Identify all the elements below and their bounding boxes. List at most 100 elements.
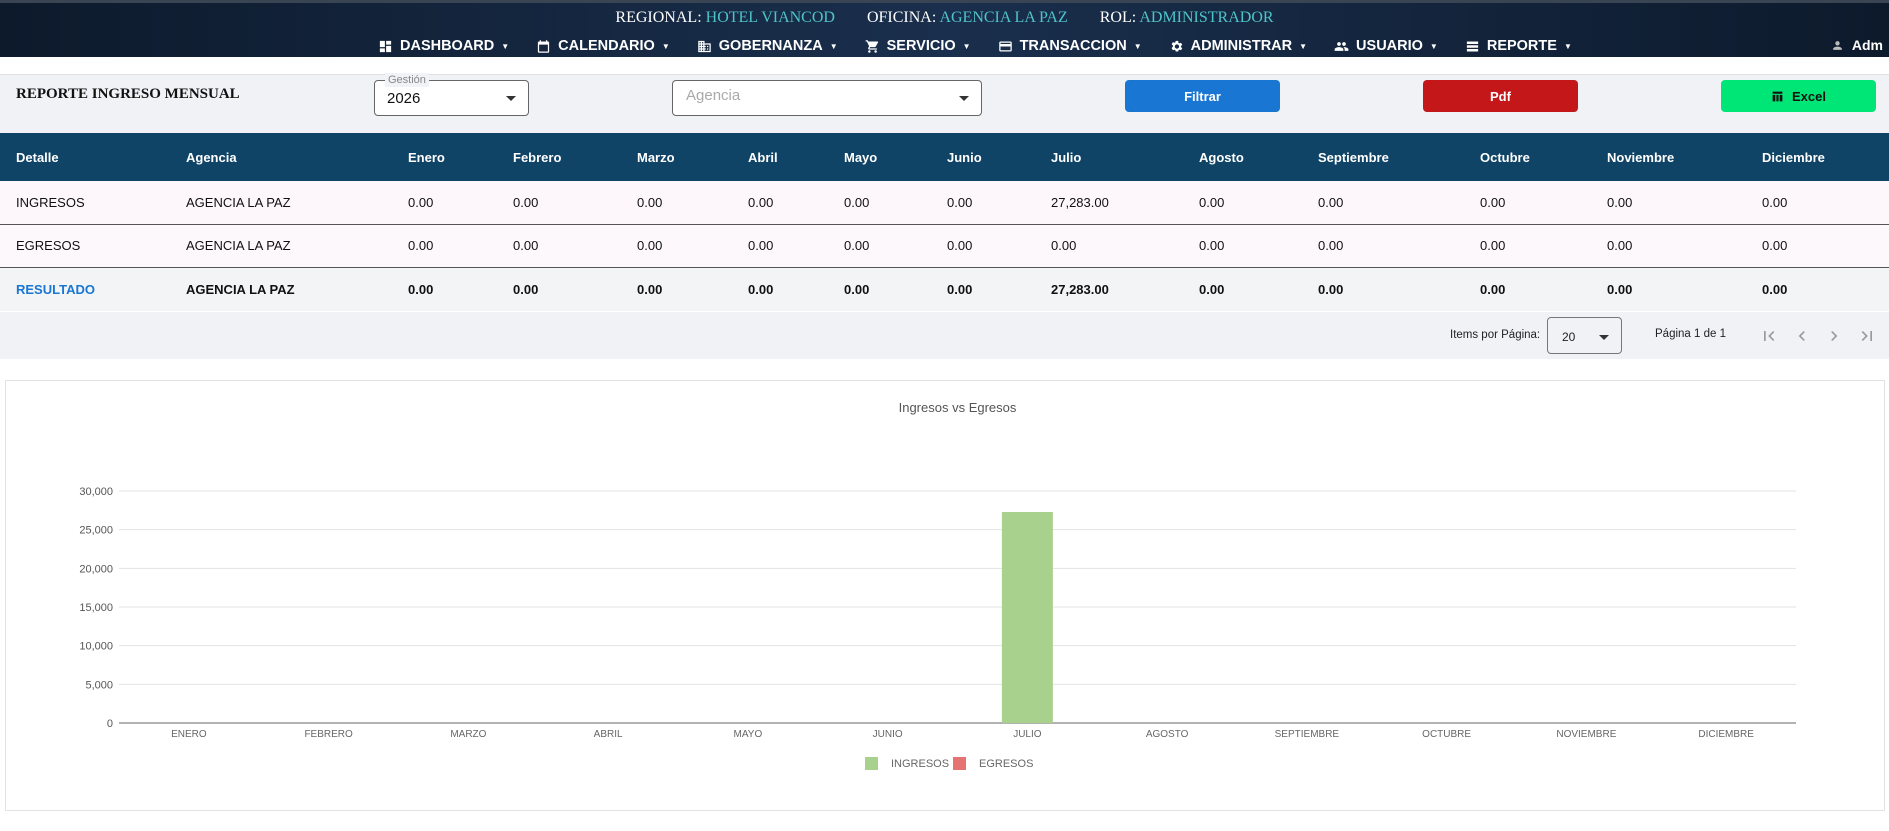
first-page-button[interactable] xyxy=(1759,326,1779,346)
nav-transaccion[interactable]: TRANSACCION ▼ xyxy=(998,38,1142,54)
user-menu[interactable]: Adm xyxy=(1831,37,1883,53)
building-icon xyxy=(698,40,711,52)
table-cell: 0.00 xyxy=(1199,281,1225,297)
table-cell: EGRESOS xyxy=(16,238,81,253)
column-header: Abril xyxy=(748,149,778,165)
table-cell: 0.00 xyxy=(748,238,774,253)
column-header: Septiembre xyxy=(1318,149,1389,165)
regional-info: REGIONAL: HOTEL VIANCOD xyxy=(615,9,835,26)
column-header: Marzo xyxy=(637,149,675,165)
table-cell: RESULTADO xyxy=(16,281,95,297)
column-header: Diciembre xyxy=(1762,149,1825,165)
chevron-down-icon: ▼ xyxy=(1429,41,1438,51)
chart-panel: Ingresos vs Egresos 0 5,000 10,000 15,000 20,… xyxy=(5,380,1885,811)
table-cell: 0.00 xyxy=(408,194,434,210)
table-cell: 0.00 xyxy=(1480,194,1506,210)
session-info: REGIONAL: HOTEL VIANCOD OFICINA: AGENCIA… xyxy=(0,9,1889,27)
x-tick-label: JUNIO xyxy=(873,729,903,740)
gear-icon xyxy=(1171,40,1182,51)
gestion-select[interactable]: Gestión 2026 xyxy=(374,73,529,116)
table-cell: 0.00 xyxy=(1762,194,1788,210)
cart-icon xyxy=(865,39,878,53)
paginator: Items por Página: 20 Página 1 de 1 xyxy=(0,312,1889,359)
calendar-icon xyxy=(538,39,550,53)
table-cell: 0.00 xyxy=(637,281,663,297)
agencia-select[interactable]: Agencia xyxy=(672,80,982,116)
table-cell: 0.00 xyxy=(748,194,774,210)
table-cell: 0.00 xyxy=(1199,238,1225,253)
table-cell: AGENCIA LA PAZ xyxy=(186,281,295,297)
column-header: Junio xyxy=(947,149,982,165)
dropdown-arrow-icon xyxy=(959,96,969,101)
nav-reporte[interactable]: REPORTE ▼ xyxy=(1465,38,1572,54)
oficina-info: OFICINA: AGENCIA LA PAZ xyxy=(866,9,1068,26)
table-cell: 27,283.00 xyxy=(1051,281,1109,297)
nav-gobernanza[interactable]: GOBERNANZA ▼ xyxy=(697,38,838,54)
table-cell: 0.00 xyxy=(1762,238,1788,253)
credit-card-icon xyxy=(998,41,1012,51)
chevron-down-icon: ▼ xyxy=(501,41,510,51)
table-cell: 0.00 xyxy=(1199,194,1225,210)
nav-administrar[interactable]: ADMINISTRAR ▼ xyxy=(1169,38,1307,54)
y-tick-label: 25,000 xyxy=(79,525,113,537)
y-tick-label: 0 xyxy=(107,718,113,730)
y-tick-label: 15,000 xyxy=(79,602,113,614)
next-page-button[interactable] xyxy=(1824,326,1844,346)
nav-dashboard[interactable]: DASHBOARD ▼ xyxy=(378,38,509,54)
chevron-down-icon: ▼ xyxy=(1563,41,1572,51)
last-page-button[interactable] xyxy=(1857,326,1877,346)
chevron-down-icon: ▼ xyxy=(962,41,971,51)
x-tick-label: SEPTIEMBRE xyxy=(1275,729,1340,740)
top-header: REGIONAL: HOTEL VIANCOD OFICINA: AGENCIA… xyxy=(0,0,1889,57)
prev-page-button[interactable] xyxy=(1792,326,1812,346)
table-cell: 0.00 xyxy=(1607,281,1633,297)
table-cell: 0.00 xyxy=(1318,194,1344,210)
nav-calendario[interactable]: CALENDARIO ▼ xyxy=(536,38,670,54)
report-table: Detalle Agencia Enero Febrero Marzo Abril Mayo… xyxy=(0,133,1889,311)
filter-bar: REPORTE INGRESO MENSUAL Gestión 2026 Age… xyxy=(0,73,1889,133)
regional-value: HOTEL VIANCOD xyxy=(705,9,835,26)
items-per-page-select[interactable]: 20 xyxy=(1547,317,1622,354)
gestion-label: Gestión xyxy=(385,73,429,87)
column-header: Julio xyxy=(1051,149,1082,165)
column-header: Febrero xyxy=(513,149,562,165)
chevron-down-icon: ▼ xyxy=(829,41,838,51)
bar-chart: Ingresos vs Egresos 0 5,000 10,000 15,000 20,… xyxy=(79,400,1796,770)
nav-servicio[interactable]: SERVICIO ▼ xyxy=(865,38,971,54)
column-header: Enero xyxy=(408,149,445,165)
chevron-down-icon: ▼ xyxy=(1299,41,1308,51)
column-header: Detalle xyxy=(16,149,59,165)
x-tick-label: ENERO xyxy=(171,729,207,740)
prev-page-icon xyxy=(1798,331,1805,341)
rol-info: ROL: ADMINISTRADOR xyxy=(1099,9,1274,26)
x-tick-label: MARZO xyxy=(450,729,486,740)
main-nav: DASHBOARD ▼ CALENDARIO ▼ GOBERNANZA ▼ SERVI… xyxy=(378,35,1599,57)
column-header: Agencia xyxy=(186,149,237,165)
table-cell: 0.00 xyxy=(1051,238,1077,253)
table-icon xyxy=(1772,91,1783,101)
table-row: INGRESOS AGENCIA LA PAZ 0.00 0.00 0.00 0.00 0.… xyxy=(0,181,1889,224)
x-tick-label: MAYO xyxy=(734,729,763,740)
column-header: Noviembre xyxy=(1607,149,1675,165)
table-cell: 0.00 xyxy=(1607,238,1633,253)
excel-button[interactable]: Excel xyxy=(1721,80,1876,112)
x-tick-label: ABRIL xyxy=(594,729,623,740)
y-tick-label: 20,000 xyxy=(79,563,113,575)
agencia-placeholder: Agencia xyxy=(686,87,741,104)
oficina-value: AGENCIA LA PAZ xyxy=(939,9,1068,26)
table-cell: 0.00 xyxy=(844,281,870,297)
table-cell: AGENCIA LA PAZ xyxy=(186,194,291,210)
table-cell: 0.00 xyxy=(1480,238,1506,253)
rol-value: ADMINISTRADOR xyxy=(1139,9,1274,26)
x-tick-label: DICIEMBRE xyxy=(1698,729,1754,740)
person-icon xyxy=(1833,40,1842,50)
page-title: REPORTE INGRESO MENSUAL xyxy=(16,86,240,102)
table-cell: AGENCIA LA PAZ xyxy=(186,238,291,253)
nav-usuario[interactable]: USUARIO ▼ xyxy=(1334,38,1438,54)
pdf-button[interactable]: Pdf xyxy=(1423,80,1578,112)
next-page-icon xyxy=(1831,331,1838,341)
table-cell: 0.00 xyxy=(637,238,663,253)
filtrar-button[interactable]: Filtrar xyxy=(1125,80,1280,112)
table-header-row: Detalle Agencia Enero Febrero Marzo Abril Mayo… xyxy=(0,133,1889,181)
table-cell: 0.00 xyxy=(1480,281,1506,297)
